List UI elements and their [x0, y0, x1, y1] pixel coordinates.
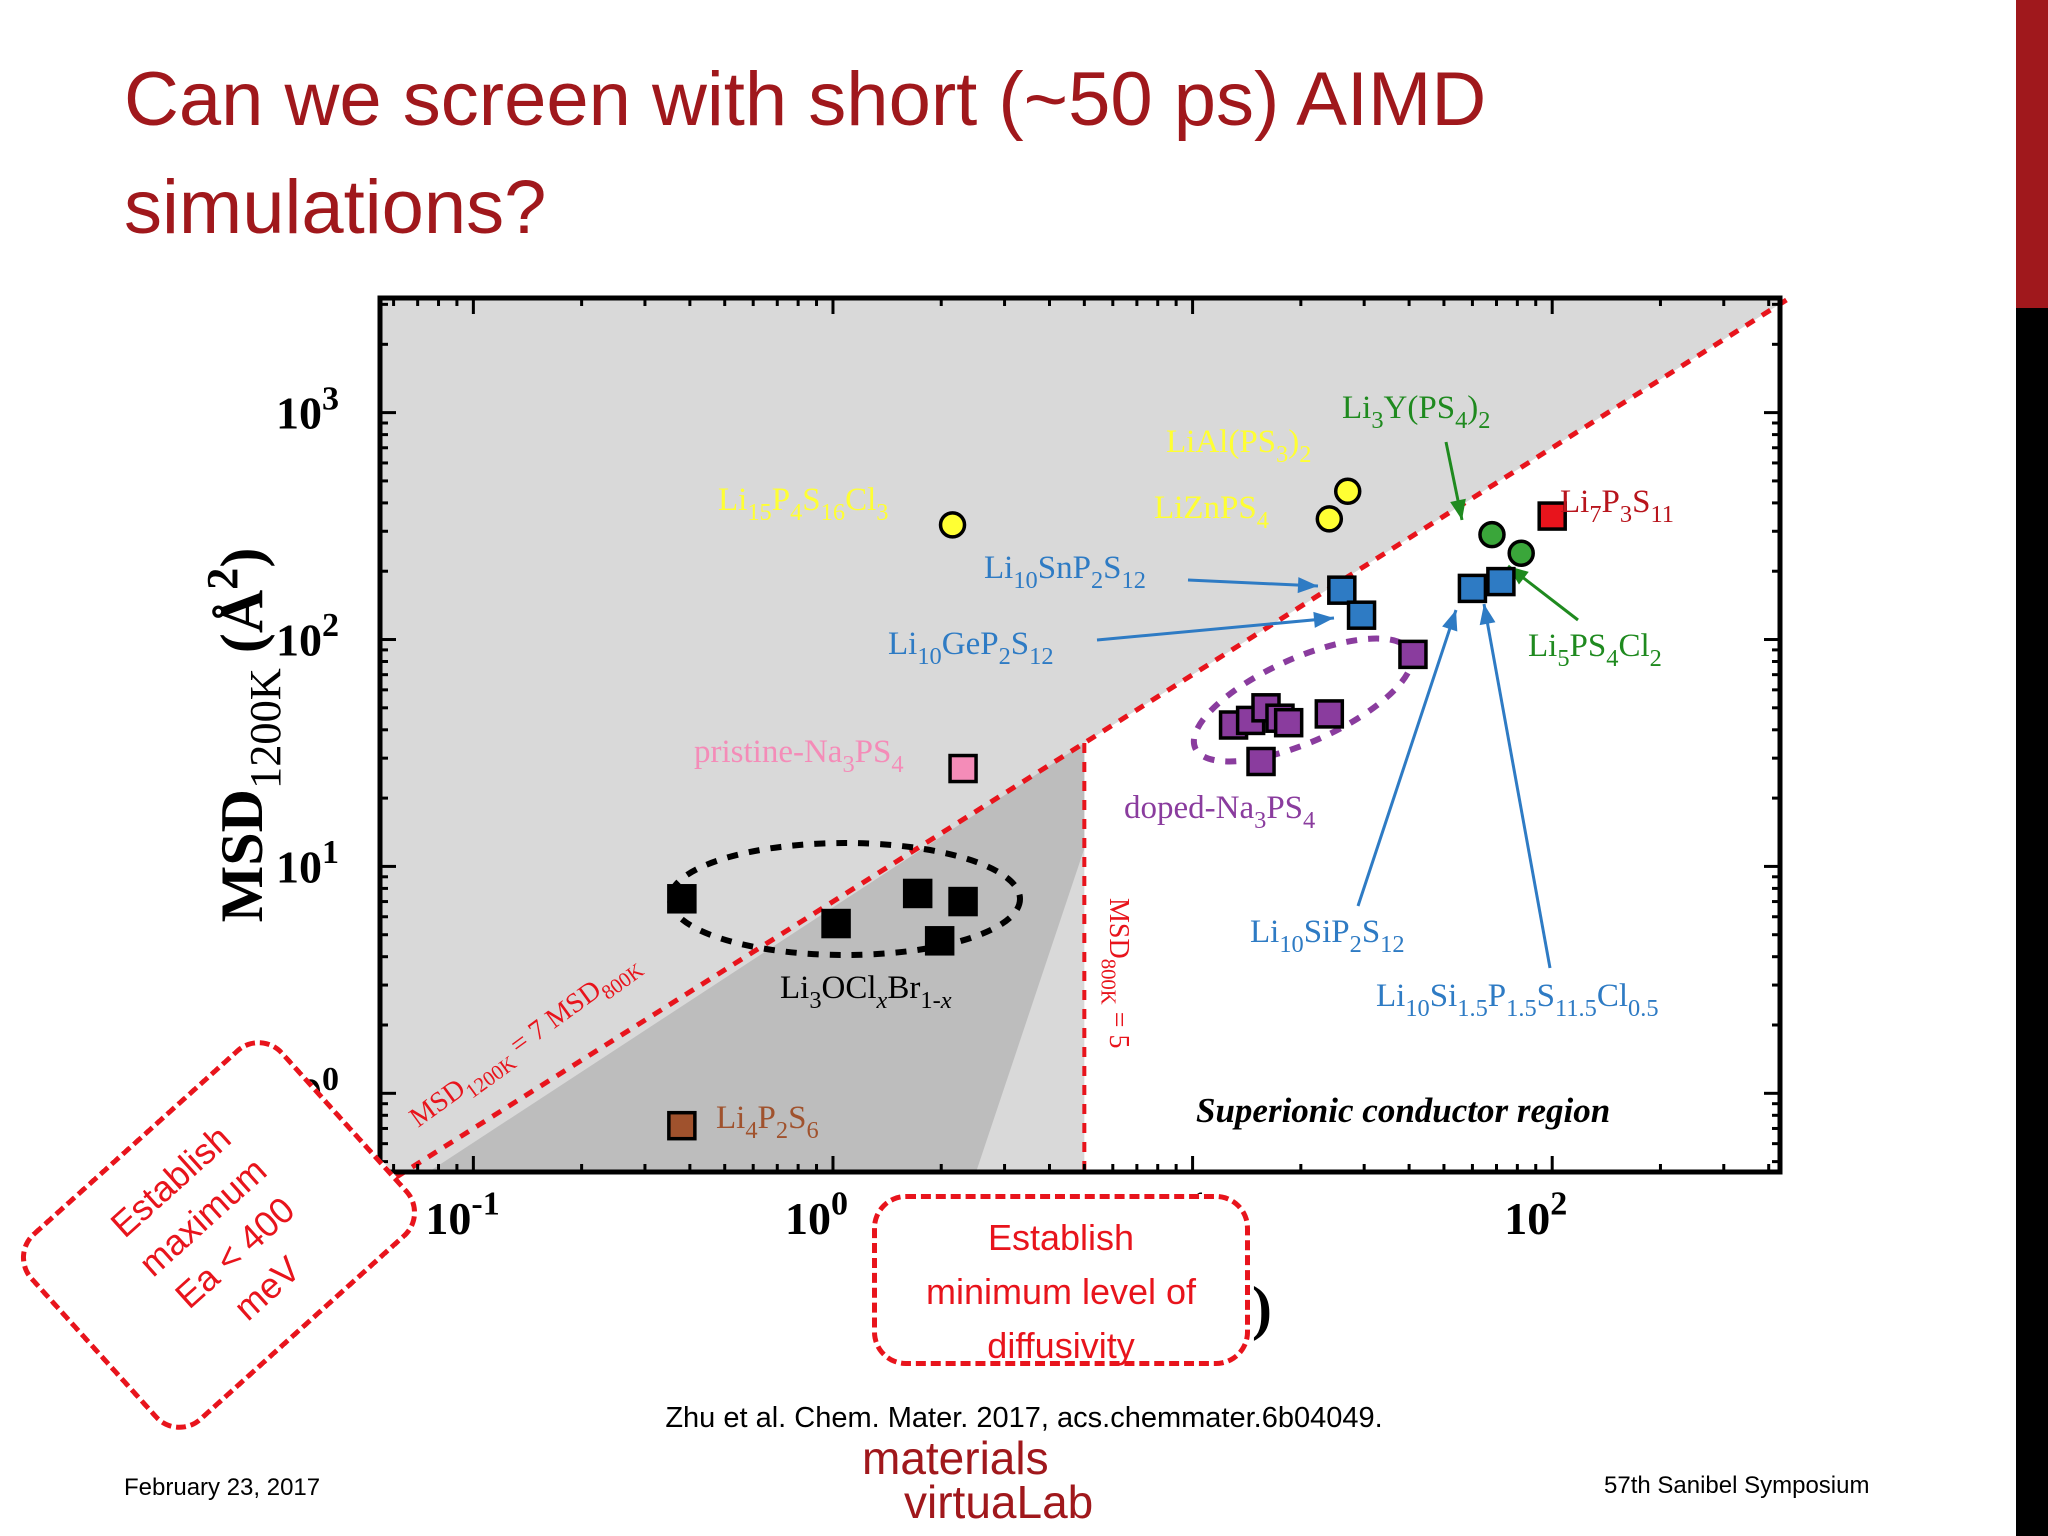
arrow-shaft: [1482, 603, 1552, 969]
marker-li3oclxbr1-x: [948, 886, 978, 917]
marker-li10snp2s12: [1327, 575, 1357, 605]
x-axis-label: ): [1252, 1275, 1272, 1341]
label-li7p3s11: Li7​P3​S11​: [1560, 484, 1674, 528]
label-doped-na3ps4: doped-Na3​PS4​: [1124, 790, 1315, 834]
citation: Zhu et al. Chem. Mater. 2017, acs.chemma…: [665, 1402, 1383, 1434]
label-li5ps4cl2: Li5​PS4​Cl2​: [1528, 628, 1662, 672]
marker-li3oclxbr1-x: [924, 926, 955, 956]
threshold-line-label: MSD800K​ = 5: [1097, 898, 1134, 1049]
footer-date: February 23, 2017: [124, 1474, 321, 1501]
callout-min-diffusivity: Establish minimum level of diffusivity: [872, 1194, 1250, 1366]
materials-virtual-lab-logo: materials virtuaLab: [862, 1432, 1152, 1528]
label-li3oclxbr1-x: Li3​OClx​Br1-​x​: [780, 970, 952, 1014]
callout-diffusivity-line-1: Establish: [987, 1217, 1135, 1258]
arrow-head: [1442, 610, 1458, 632]
callout-diffusivity-line-2: minimum level of: [925, 1271, 1197, 1312]
marker-li5ps4cl2: [1507, 539, 1535, 567]
arrow-li10snp2s12: [1187, 577, 1319, 594]
y-tick-label: 103​: [276, 380, 339, 438]
logo-line-1: materials: [862, 1432, 1049, 1484]
label-lial-ps3-2: LiAl(PS3​)2​: [1166, 424, 1311, 468]
low-diffusivity-band: [428, 742, 1085, 1172]
marker-li10gep2s12: [1346, 600, 1377, 630]
marker-li3oclxbr1-x: [902, 878, 933, 909]
marker-doped-na3ps4: [1273, 707, 1304, 738]
marker-li3oclxbr1-x: [667, 884, 697, 914]
label-li10si1-5p1-5s11-5cl0-5: Li10​Si1.5​P1.5​S11.5​Cl0.5​: [1376, 978, 1659, 1022]
marker-li15p4s16cl3: [938, 511, 967, 539]
arrow-shaft: [1096, 616, 1335, 642]
label-li4p2s6: Li4​P2​S6​: [716, 1100, 819, 1144]
marker-li3y-ps4-2: [1478, 520, 1506, 549]
y-tick-label: 102​: [276, 607, 339, 665]
marker-doped-na3ps4: [1246, 746, 1276, 777]
logo-line-2: virtuaLab: [904, 1476, 1094, 1528]
arrow-li10gep2s12: [1096, 611, 1335, 642]
side-dark-bar: [2016, 308, 2048, 1536]
label-li10gep2s12: Li10​GeP2​S12​: [888, 626, 1054, 670]
x-tick-label: 10-1​: [425, 1186, 499, 1244]
footer-event: 57th Sanibel Symposium: [1604, 1472, 1870, 1499]
arrow-head: [1479, 604, 1496, 626]
label-liznps4: LiZnPS4​: [1154, 490, 1269, 534]
marker-doped-na3ps4: [1314, 699, 1345, 729]
arrow-head: [1313, 611, 1334, 628]
arrow-li10si15p15s115cl05: [1479, 603, 1552, 969]
marker-doped-na3ps4: [1398, 639, 1428, 670]
arrow-shaft: [1356, 609, 1458, 907]
x-tick-label: 102​: [1504, 1186, 1567, 1244]
x-tick-label: 100​: [785, 1186, 848, 1244]
label-li15p4s16cl3: Li15​P4​S16​Cl3​: [718, 482, 888, 526]
marker-li4p2s6: [667, 1110, 697, 1141]
arrow-head: [1297, 577, 1318, 594]
arrow-shaft: [1187, 578, 1319, 588]
ratio-line: [378, 295, 1791, 1190]
arrow-li3ypso42: [1444, 441, 1466, 521]
marker-lial-ps3-2: [1333, 477, 1362, 506]
marker-liznps4: [1315, 505, 1344, 533]
label-li10snp2s12: Li10​SnP2​S12​: [984, 550, 1146, 594]
label-li3y-ps4-2: Li3​Y(PS4​)2​: [1342, 390, 1490, 434]
plot-frame: [377, 295, 1783, 1175]
marker-pristine-na3ps4: [948, 753, 978, 784]
y-tick-label: 101​: [276, 834, 339, 892]
side-accent-bar: [2016, 0, 2048, 308]
marker-li7p3s11: [1537, 501, 1567, 531]
cluster-ellipse-li3ocl: [667, 840, 1023, 958]
superionic-region: [1084, 298, 1790, 1172]
slide-title: Can we screen with short (~50 ps) AIMD s…: [124, 57, 1487, 250]
arrow-head: [1450, 498, 1466, 520]
arrow-li10sip2s12: [1356, 609, 1458, 907]
superionic-region-label: Superionic conductor region: [1196, 1091, 1610, 1130]
marker-li10sip2s12: [1457, 573, 1488, 604]
label-pristine-na3ps4: pristine-Na3​PS4​: [694, 734, 904, 778]
callout-diffusivity-line-3: diffusivity: [987, 1325, 1135, 1366]
marker-li10si1-5p1-5s11-5cl0-5: [1486, 566, 1516, 597]
marker-li3oclxbr1-x: [821, 908, 851, 939]
y-axis-label: MSD1200K​ (Å2​): [197, 548, 290, 923]
label-li10sip2s12: Li10​SiP2​S12​: [1250, 914, 1405, 958]
